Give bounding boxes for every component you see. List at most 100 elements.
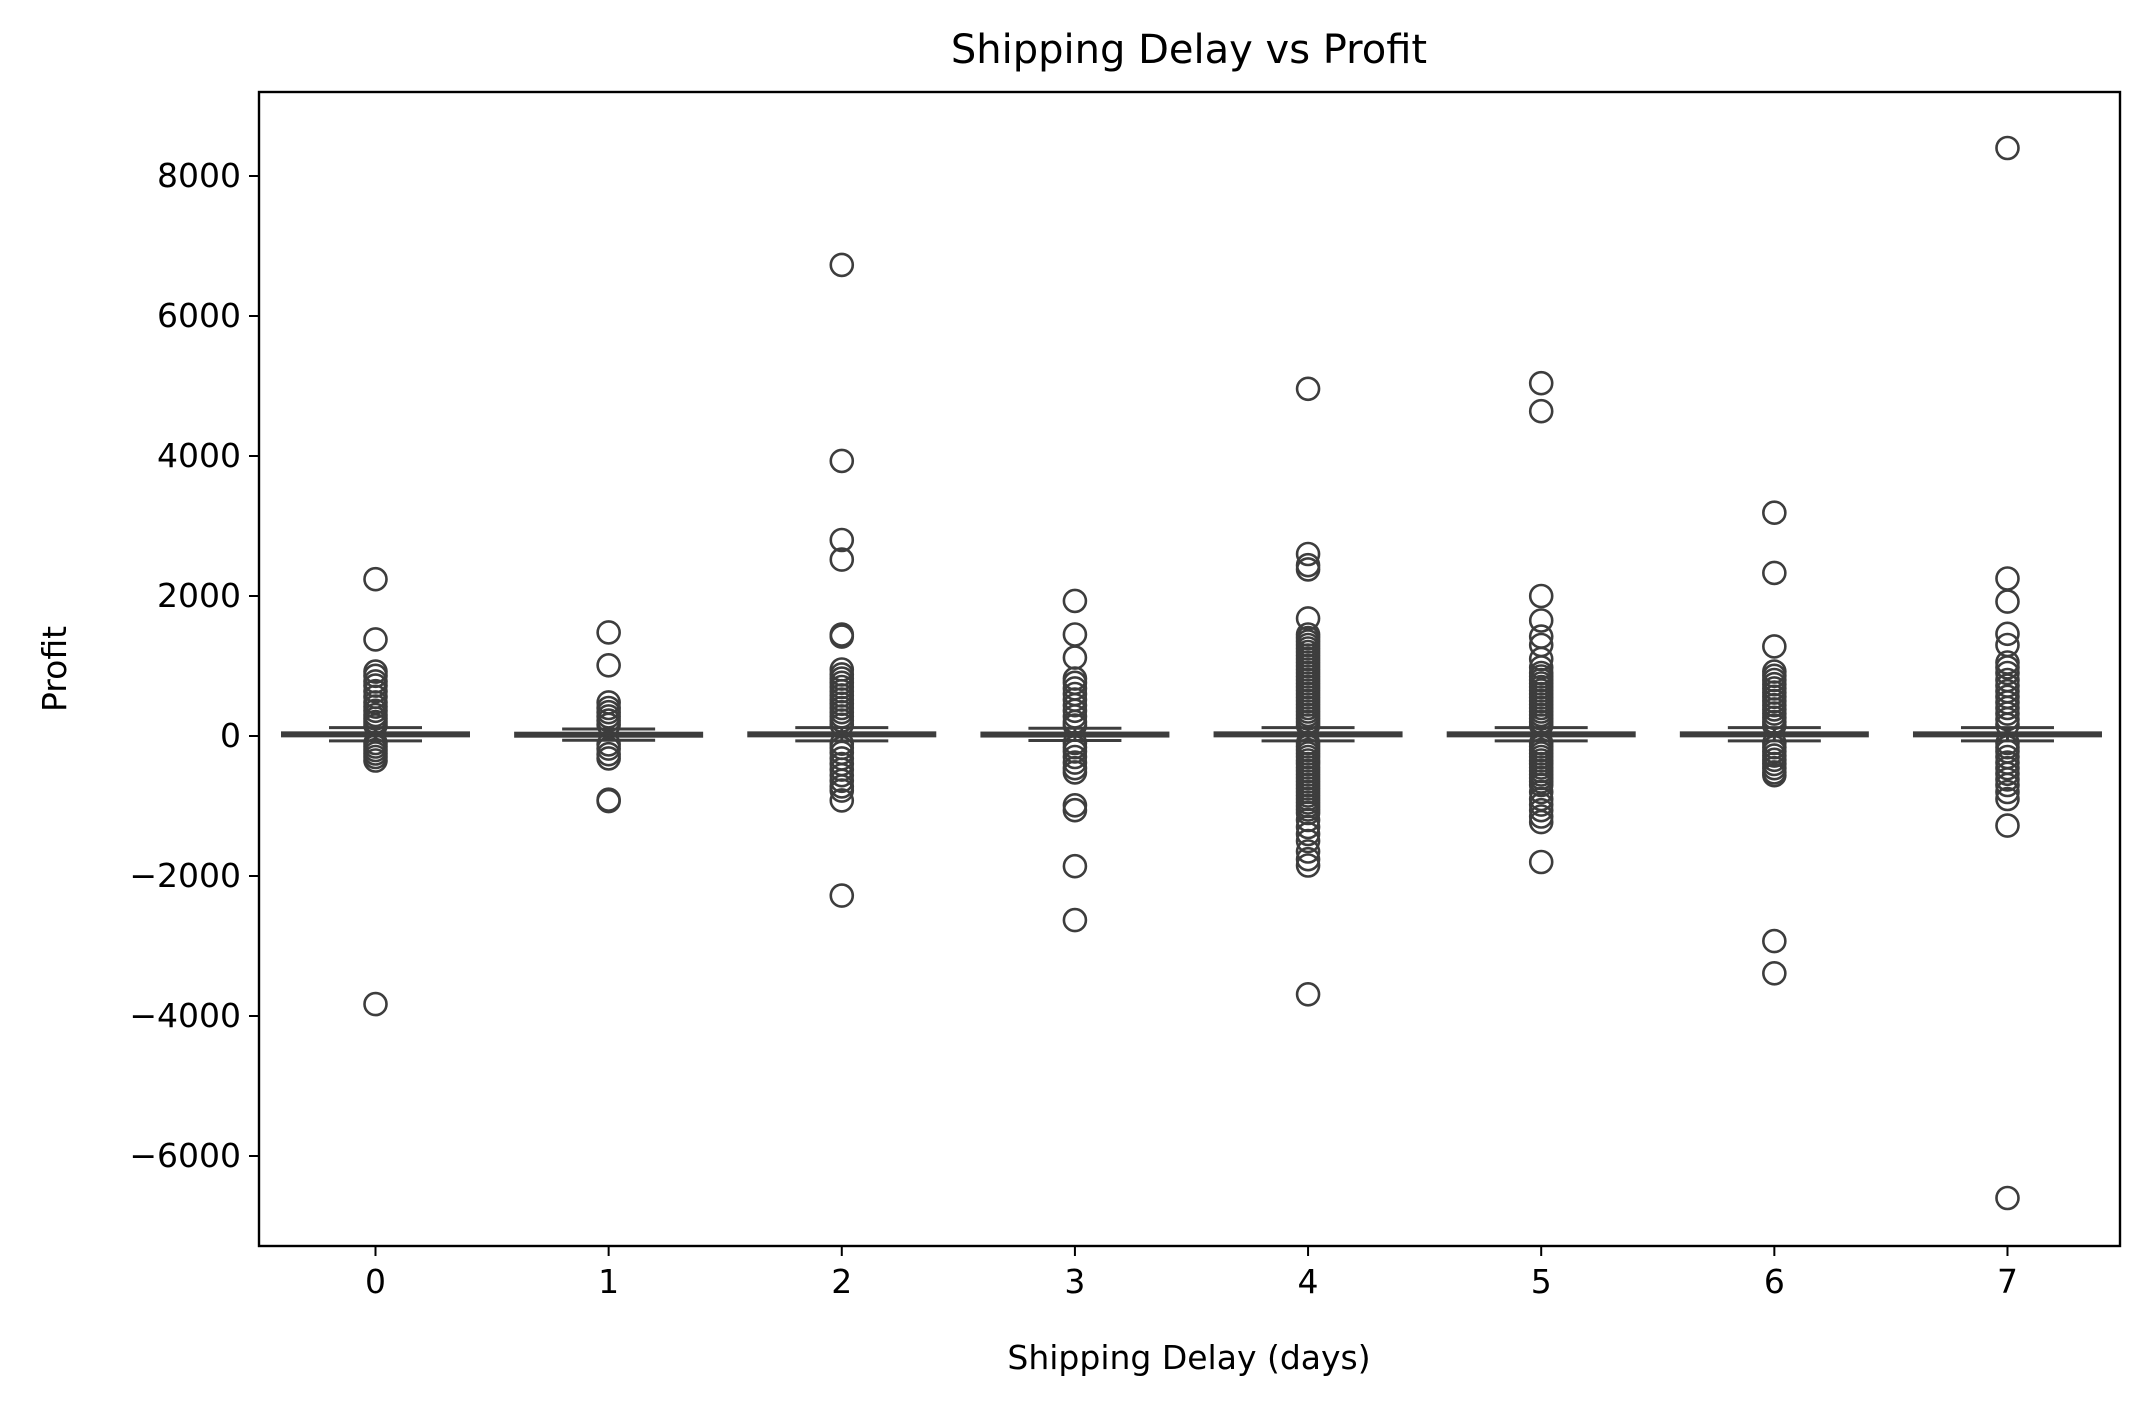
x-axis: 0 1 2 3 4 5 6 7 (365, 1246, 2018, 1301)
x-tick-label: 6 (1764, 1262, 1785, 1301)
y-tick-label: 0 (220, 716, 241, 755)
outlier-point (1295, 846, 1321, 872)
outlier-point (1062, 645, 1088, 670)
outlier-point (1995, 566, 2020, 591)
outlier-point (1528, 608, 1554, 633)
outlier-point (1995, 660, 2020, 686)
outlier-point (1528, 583, 1554, 609)
outlier-point (829, 778, 855, 803)
box-group (514, 620, 704, 814)
outlier-point (1762, 928, 1787, 954)
outlier-point (596, 788, 621, 814)
outlier-point (1528, 370, 1554, 396)
outlier-point (1995, 779, 2020, 805)
outlier-point (596, 736, 621, 761)
y-tick-label: 6000 (157, 296, 241, 335)
outlier-point (829, 527, 855, 553)
outlier-point (829, 768, 855, 794)
outlier-point (1295, 541, 1321, 567)
x-tick-label: 7 (1997, 1262, 2018, 1301)
x-tick-label: 4 (1298, 1262, 1319, 1301)
outlier-point (1528, 772, 1554, 798)
outlier-point (1528, 797, 1554, 823)
outlier-point (1995, 701, 2020, 726)
x-tick-label: 0 (365, 1262, 386, 1301)
outlier-point (363, 627, 388, 652)
outlier-point (363, 991, 388, 1017)
outlier-point (1995, 135, 2020, 161)
outlier-point (1062, 698, 1088, 724)
outlier-point (1062, 622, 1088, 647)
box-group (1912, 135, 2102, 1211)
outlier-point (1062, 744, 1088, 770)
outlier-point (1995, 755, 2020, 781)
outlier-point (1062, 853, 1088, 879)
outlier-point (596, 746, 621, 771)
box-group (1213, 376, 1403, 1007)
outlier-point (596, 712, 621, 738)
box-group (1446, 370, 1636, 875)
outlier-point (1995, 1185, 2020, 1211)
outlier-point (1995, 655, 2020, 680)
outlier-point (1528, 792, 1554, 817)
y-tick-label: 2000 (157, 576, 241, 615)
outlier-point (829, 762, 855, 788)
outlier-point (829, 252, 855, 278)
outlier-point (363, 566, 388, 592)
outlier-point (1762, 762, 1787, 788)
outlier-point (363, 748, 388, 773)
box-group (281, 566, 470, 1017)
chart-title: Shipping Delay vs Profit (951, 27, 1427, 73)
outlier-point (1762, 960, 1787, 986)
outlier-point (1062, 692, 1088, 718)
outlier-point (1295, 839, 1321, 864)
outlier-point (1295, 828, 1321, 854)
outlier-point (1995, 761, 2020, 787)
outlier-point (1995, 695, 2020, 721)
y-axis: −6000 −4000 −2000 0 2000 4000 6000 8000 (129, 156, 259, 1175)
outlier-point (1295, 557, 1321, 582)
outlier-point (1062, 907, 1088, 933)
outlier-point (1295, 981, 1321, 1007)
x-tick-label: 2 (831, 1262, 852, 1301)
outlier-point (829, 624, 855, 649)
outlier-point (1995, 772, 2020, 798)
outlier-point (1762, 634, 1787, 659)
plot-area (281, 135, 2102, 1211)
y-tick-label: 8000 (157, 156, 241, 195)
outlier-point (829, 788, 855, 813)
y-tick-label: −4000 (129, 996, 241, 1035)
outlier-point (1762, 500, 1787, 526)
x-tick-label: 3 (1064, 1262, 1085, 1301)
outlier-point (829, 883, 855, 908)
outlier-point (1062, 588, 1088, 614)
outlier-point (1062, 750, 1088, 775)
outlier-point (596, 652, 621, 678)
outlier-point (1295, 853, 1321, 878)
outlier-point (1995, 621, 2020, 647)
outlier-point (829, 547, 855, 572)
outlier-point (1995, 767, 2020, 792)
y-tick-label: −2000 (129, 856, 241, 895)
outlier-point (363, 678, 388, 704)
outlier-point (1062, 704, 1088, 729)
outlier-point (1295, 821, 1321, 847)
axes-frame (257, 90, 2122, 1248)
outlier-point (1295, 376, 1321, 402)
outlier-point (1062, 760, 1088, 785)
box-group (747, 252, 937, 908)
box-group (1679, 500, 1869, 986)
outlier-point (1762, 560, 1787, 586)
outlier-point (1528, 398, 1554, 424)
x-axis-label: Shipping Delay (days) (1007, 1338, 1370, 1377)
x-tick-label: 5 (1531, 1262, 1552, 1301)
outlier-point (1062, 792, 1088, 818)
box-group (980, 588, 1170, 933)
outlier-point (1528, 779, 1554, 805)
outlier-point (1995, 706, 2020, 732)
outlier-point (1528, 849, 1554, 875)
outlier-point (596, 620, 621, 645)
outlier-point (1528, 804, 1554, 829)
y-axis-label: Profit (35, 626, 74, 712)
